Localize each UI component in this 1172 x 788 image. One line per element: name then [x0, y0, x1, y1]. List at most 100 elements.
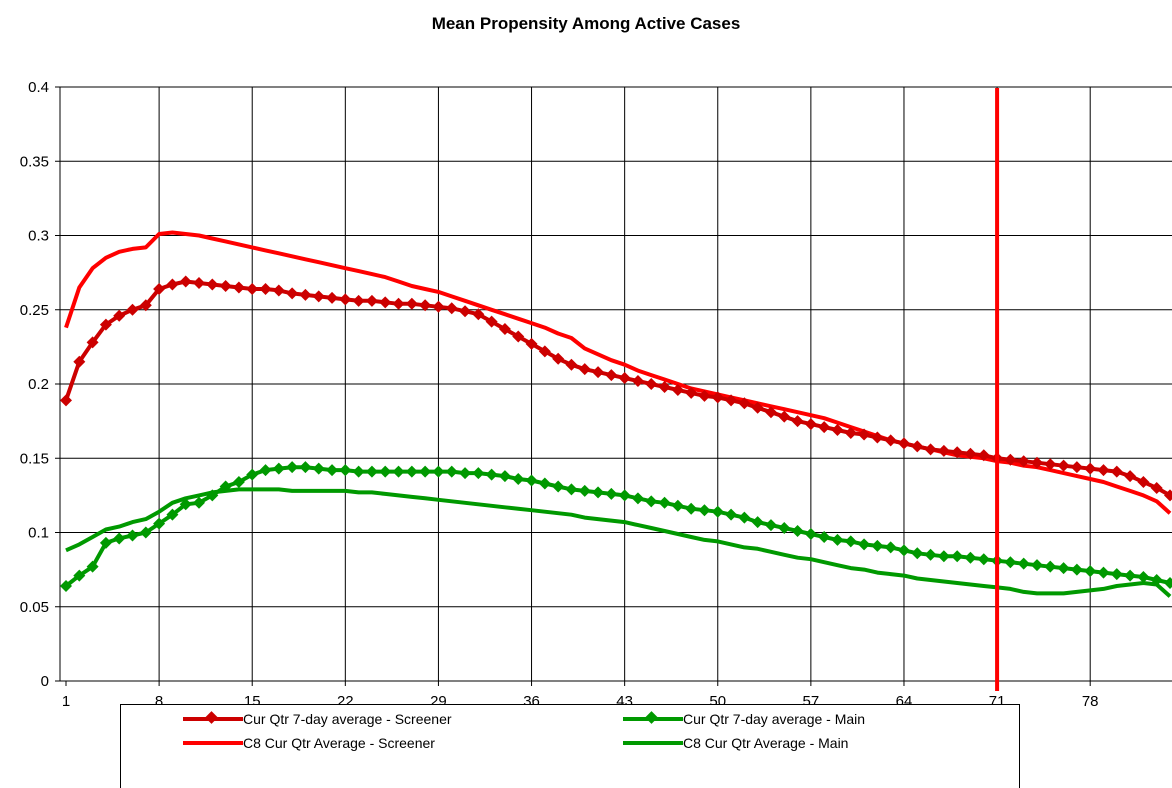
data-point [937, 550, 950, 563]
data-point [1004, 453, 1017, 466]
data-point [219, 279, 232, 292]
data-point [326, 291, 339, 304]
data-point [179, 498, 192, 511]
data-point [818, 530, 831, 543]
data-point [565, 358, 578, 371]
data-point [99, 536, 112, 549]
data-point [1097, 464, 1110, 477]
data-point [1070, 563, 1083, 576]
series-layer [60, 230, 1172, 598]
axis-layer: 00.050.10.150.20.250.30.350.41 8 15 22 29 36 4… [20, 79, 1172, 710]
data-point [512, 473, 525, 486]
data-point [419, 465, 432, 478]
data-point [392, 297, 405, 310]
data-point [1017, 557, 1030, 570]
data-point [764, 406, 777, 419]
data-point [1150, 574, 1163, 587]
data-point [432, 300, 445, 313]
data-point [685, 502, 698, 515]
data-point [1057, 459, 1070, 472]
legend-swatch-main-c8 [623, 736, 683, 750]
data-point [592, 366, 605, 379]
data-point [645, 378, 658, 390]
data-point [911, 440, 924, 453]
data-point [1097, 566, 1110, 579]
data-point [272, 284, 285, 297]
data-point [286, 287, 299, 300]
data-point [1084, 462, 1097, 475]
data-point [498, 470, 511, 483]
data-point [445, 465, 458, 478]
y-tick-label: 0.05 [20, 599, 49, 616]
data-point [924, 443, 937, 456]
y-tick-label: 0.3 [28, 228, 49, 245]
data-point [871, 539, 884, 552]
chart-title: Mean Propensity Among Active Cases [431, 14, 741, 33]
legend-swatch-screener-c8 [183, 736, 243, 750]
data-point [326, 464, 339, 477]
data-point [1124, 569, 1137, 582]
data-point [725, 394, 738, 407]
data-point [645, 495, 658, 508]
legend-label-screener-7day: Cur Qtr 7-day average - Screener [243, 711, 452, 727]
data-point [791, 525, 804, 538]
data-point [1110, 568, 1123, 581]
data-point [512, 330, 525, 343]
data-point [951, 550, 964, 563]
data-point [658, 380, 671, 393]
data-point [552, 480, 565, 493]
data-point [1084, 565, 1097, 578]
data-point [445, 302, 458, 315]
data-point [206, 489, 219, 502]
data-point [179, 275, 192, 288]
data-point [60, 579, 72, 592]
data-point [379, 465, 392, 478]
data-point [844, 535, 857, 548]
data-point [858, 428, 871, 441]
series-line [65, 487, 1172, 598]
data-point [871, 431, 884, 444]
data-point [1044, 560, 1057, 573]
data-point [538, 345, 551, 358]
data-point [365, 465, 378, 478]
data-point [113, 309, 126, 322]
data-point [259, 464, 272, 477]
x-tick-label: 78 [1082, 693, 1099, 710]
data-point [379, 296, 392, 309]
data-point [286, 461, 299, 474]
data-point [472, 308, 485, 321]
data-point [618, 489, 631, 502]
data-point [711, 505, 724, 518]
legend: Cur Qtr 7-day average - Screener Cur Qtr… [120, 704, 1020, 788]
data-point [485, 468, 498, 481]
data-point [658, 496, 671, 509]
data-point [153, 282, 166, 295]
y-tick-label: 0.4 [28, 79, 49, 96]
data-point [232, 476, 245, 489]
x-tick-label: 1 [62, 693, 70, 710]
data-point [312, 290, 325, 303]
grid-layer [60, 86, 1172, 682]
data-point [339, 293, 352, 306]
data-point [1150, 481, 1163, 494]
data-point [858, 538, 871, 551]
data-point [711, 391, 724, 404]
data-point [951, 446, 964, 459]
data-point [685, 386, 698, 399]
data-point [1070, 461, 1083, 474]
data-point [1137, 571, 1150, 584]
legend-item-main-c8: C8 Cur Qtr Average - Main [623, 732, 848, 754]
data-point [219, 480, 232, 493]
y-tick-label: 0.2 [28, 376, 49, 393]
data-point [1164, 489, 1172, 502]
data-point [299, 461, 312, 474]
data-point [618, 372, 631, 385]
data-point [818, 421, 831, 434]
data-point [272, 462, 285, 475]
data-point [964, 447, 977, 460]
data-point [605, 487, 618, 500]
data-point [259, 282, 272, 295]
data-point [1110, 465, 1123, 478]
data-point [485, 315, 498, 328]
data-point [592, 486, 605, 499]
